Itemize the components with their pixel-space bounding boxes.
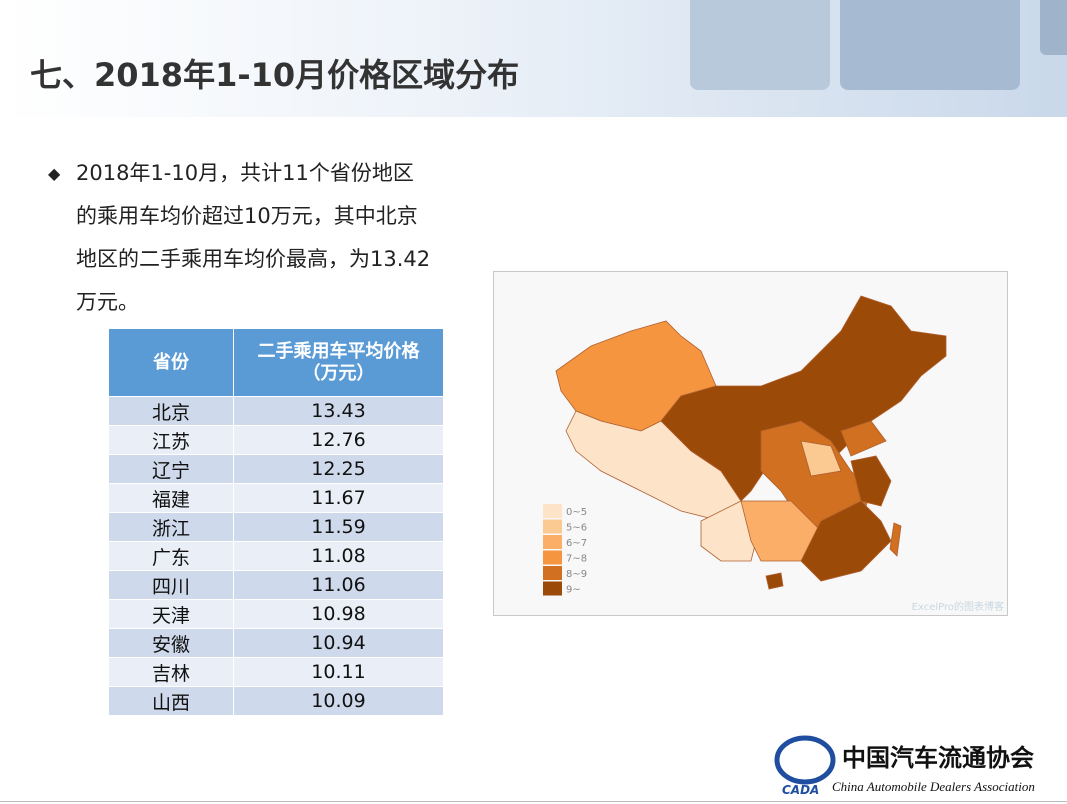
region (765, 572, 784, 590)
province-cell: 吉林 (108, 657, 234, 687)
price-cell: 10.94 (233, 628, 444, 658)
header-art (690, 0, 1067, 90)
province-cell: 北京 (108, 396, 234, 426)
region (800, 440, 842, 477)
column-header: 省份 (108, 328, 234, 397)
price-cell: 11.59 (233, 512, 444, 542)
price-cell: 10.11 (233, 657, 444, 687)
legend-label: 9~ (566, 585, 581, 596)
bullet-line: 的乘用车均价超过10万元，其中北京 (76, 204, 418, 228)
legend-swatch (543, 535, 562, 549)
province-cell: 辽宁 (108, 454, 234, 484)
logo-abbr: CADA (782, 783, 819, 797)
bullet-line: 万元。 (76, 290, 139, 314)
province-cell: 安徽 (108, 628, 234, 658)
watermark: ExcelPro的图表博客 (912, 600, 1004, 613)
region (660, 295, 947, 502)
legend-swatch (543, 581, 562, 596)
region (840, 420, 887, 457)
legend-swatch (543, 519, 562, 534)
bullet-line: 地区的二手乘用车均价最高，为13.42 (76, 247, 431, 271)
title: 七、2018年1-10月价格区域分布 (30, 56, 520, 94)
cube (840, 0, 1020, 90)
table-row: 辽宁 12.25 (108, 454, 444, 484)
legend-swatch (543, 504, 562, 518)
footer-line (0, 801, 1067, 802)
region (800, 500, 892, 582)
china-map: 0~5 5~6 6~7 7~8 8~9 9~ ExcelPro的图表博客 (543, 295, 1004, 613)
price-cell: 11.08 (233, 541, 444, 571)
price-cell: 10.09 (233, 686, 444, 716)
province-cell: 广东 (108, 541, 234, 571)
table-row: 安徽 10.94 (108, 628, 444, 658)
logo-english: China Automobile Dealers Association (832, 779, 1035, 794)
price-cell: 12.76 (233, 425, 444, 455)
bullet: ◆ 2018年1-10月，共计11个省份地区 的乘用车均价超过10万元，其中北京地… (48, 152, 430, 324)
price-cell: 11.06 (233, 570, 444, 600)
province-cell: 山西 (108, 686, 234, 716)
table-row: 山西 10.09 (108, 686, 444, 716)
table-row: 江苏 12.76 (108, 425, 444, 455)
province-cell: 天津 (108, 599, 234, 629)
table-row: 福建 11.67 (108, 483, 444, 513)
price-cell: 12.25 (233, 454, 444, 484)
province-cell: 福建 (108, 483, 234, 513)
logo-name: 中国汽车流通协会 (842, 744, 1034, 772)
legend-swatch (543, 550, 562, 565)
price-cell: 13.43 (233, 396, 444, 426)
table-row: 北京 13.43 (108, 396, 444, 426)
map-panel: 0~5 5~6 6~7 7~8 8~9 9~ ExcelPro的图表博客 (493, 271, 1008, 616)
table-row: 浙江 11.59 (108, 512, 444, 542)
header-band (0, 0, 1067, 117)
bullet-line: 2018年1-10月，共计11个省份地区 (76, 161, 414, 185)
table-row: 天津 10.98 (108, 599, 444, 629)
region (850, 455, 892, 507)
legend-label: 8~9 (566, 569, 587, 580)
price-cell: 11.67 (233, 483, 444, 513)
cube (690, 0, 830, 90)
province-cell: 江苏 (108, 425, 234, 455)
logo-mark (774, 735, 836, 785)
price-cell: 10.98 (233, 599, 444, 629)
legend-swatch (543, 566, 562, 580)
province-cell: 浙江 (108, 512, 234, 542)
legend-label: 6~7 (566, 538, 587, 549)
table-row: 吉林 10.11 (108, 657, 444, 687)
province-cell: 四川 (108, 570, 234, 600)
region (889, 522, 902, 557)
price-table: 省份 二手乘用车平均价格（万元） 北京 13.43 江苏 12.76 辽宁 12.25 福建… (108, 328, 444, 716)
table-row: 四川 11.06 (108, 570, 444, 600)
legend-label: 5~6 (566, 523, 587, 534)
table-row: 广东 11.08 (108, 541, 444, 571)
cube (1040, 0, 1067, 55)
logo: CADA 中国汽车流通协会 China Automobile Dealers A… (774, 735, 1035, 797)
bullet-marker: ◆ (48, 164, 61, 183)
legend-label: 0~5 (566, 507, 587, 518)
legend-label: 7~8 (566, 554, 587, 565)
column-header: 二手乘用车平均价格（万元） (233, 328, 444, 397)
